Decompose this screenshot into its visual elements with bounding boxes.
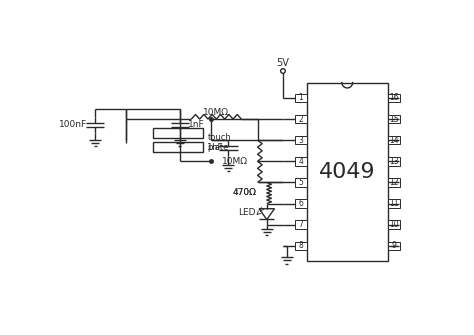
Text: 10MΩ: 10MΩ — [203, 108, 229, 117]
Bar — [307, 82, 388, 261]
Bar — [388, 94, 400, 102]
Bar — [388, 242, 400, 250]
Text: 2: 2 — [298, 115, 303, 124]
Bar — [388, 220, 400, 229]
Text: 7: 7 — [298, 220, 303, 229]
Text: 10: 10 — [389, 220, 399, 229]
Text: 1: 1 — [298, 93, 303, 103]
Bar — [294, 136, 307, 144]
Bar — [294, 242, 307, 250]
Text: 3: 3 — [298, 136, 303, 145]
Text: 5V: 5V — [276, 58, 290, 68]
Bar — [294, 157, 307, 165]
Text: touch: touch — [208, 133, 231, 142]
Text: 12: 12 — [389, 178, 399, 187]
Bar — [294, 220, 307, 229]
Text: 10MΩ: 10MΩ — [222, 157, 248, 166]
Bar — [294, 94, 307, 102]
Bar — [153, 128, 203, 138]
Text: 470Ω: 470Ω — [232, 189, 256, 198]
Bar — [294, 199, 307, 208]
Text: 1nF: 1nF — [207, 143, 224, 152]
Bar — [294, 178, 307, 187]
Text: 13: 13 — [389, 157, 399, 166]
Text: 16: 16 — [389, 93, 399, 103]
Text: 14: 14 — [389, 136, 399, 145]
Text: LED: LED — [238, 208, 256, 217]
Bar — [388, 157, 400, 165]
Text: 470Ω: 470Ω — [232, 189, 256, 198]
Bar — [388, 199, 400, 208]
Bar — [388, 136, 400, 144]
Text: 100nF: 100nF — [59, 120, 87, 129]
Text: 6: 6 — [298, 199, 303, 208]
Text: 8: 8 — [298, 241, 303, 250]
Text: 1nF: 1nF — [188, 120, 204, 129]
Text: 9: 9 — [392, 241, 396, 250]
Text: 15: 15 — [389, 115, 399, 124]
Bar — [388, 115, 400, 123]
Bar — [294, 115, 307, 123]
Text: 11: 11 — [389, 199, 399, 208]
Text: 4049: 4049 — [319, 162, 375, 182]
Text: 5: 5 — [298, 178, 303, 187]
Bar — [153, 142, 203, 152]
Text: plate: plate — [208, 143, 229, 152]
Text: 4: 4 — [298, 157, 303, 166]
Bar — [388, 178, 400, 187]
